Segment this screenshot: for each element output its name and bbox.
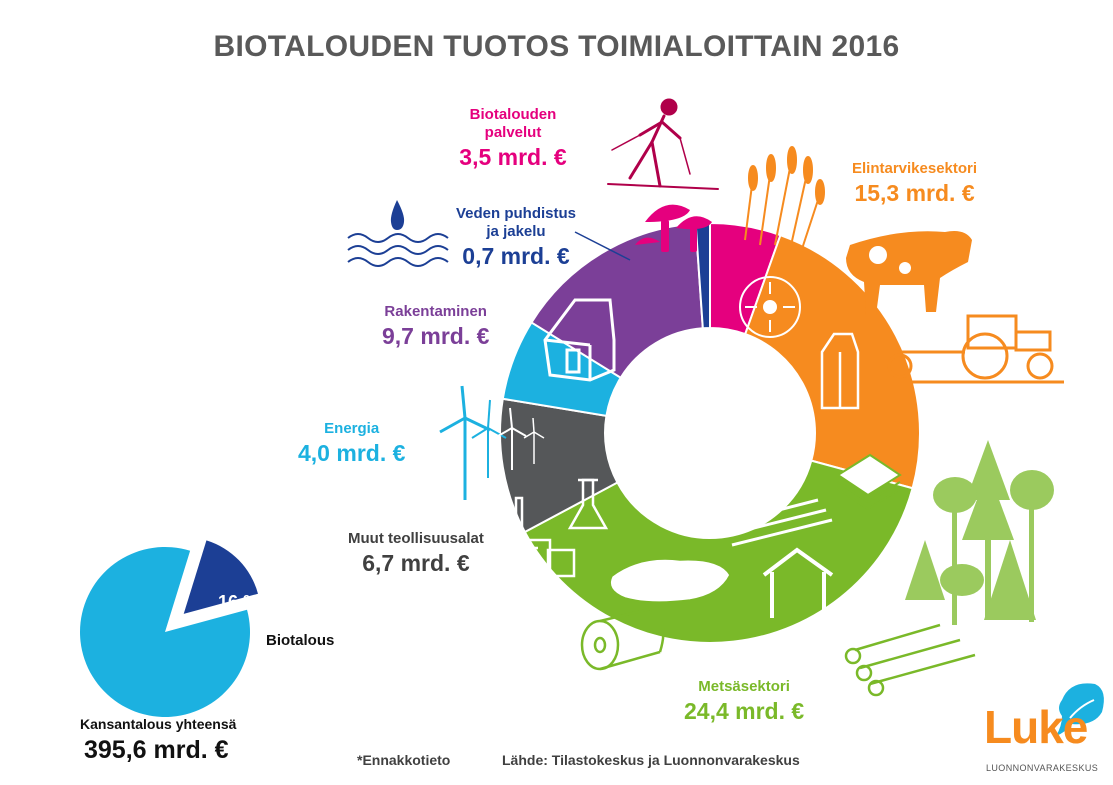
label-muut-teollisuusalat: Muut teollisuusalat 6,7 mrd. € — [348, 530, 484, 578]
label-name: Metsäsektori — [698, 678, 790, 695]
label-veden-puhdistus: Veden puhdistus ja jakelu 0,7 mrd. € — [446, 205, 586, 271]
total-label: Kansantalous yhteensä — [80, 716, 237, 732]
paper-roll-icon — [580, 607, 665, 671]
logo-subtitle: LUONNONVARAKESKUS — [986, 763, 1099, 773]
paper-stack-icon — [836, 453, 902, 511]
small-pie-chart — [80, 540, 259, 718]
label-value: 6,7 mrd. € — [362, 550, 470, 576]
label-name: Rakentaminen — [384, 303, 487, 320]
label-value: 3,5 mrd. € — [459, 144, 567, 170]
label-rakentaminen: Rakentaminen 9,7 mrd. € — [382, 303, 489, 351]
label-value: 9,7 mrd. € — [382, 323, 490, 349]
footnote: *Ennakkotieto — [357, 752, 451, 768]
label-value: 0,7 mrd. € — [462, 243, 570, 269]
biotalous-label: Biotalous — [266, 632, 335, 649]
label-name: Elintarvikesektori — [852, 160, 978, 177]
mushroom-icon — [635, 204, 712, 252]
label-name: Biotalouden palvelut — [469, 106, 557, 141]
pie-slice-biotalous — [183, 540, 259, 614]
label-name: Veden puhdistus ja jakelu — [456, 205, 577, 240]
milk-carton-icon — [820, 332, 860, 410]
wind-turbine-icon — [439, 385, 545, 500]
logo-text: Luke — [984, 701, 1088, 753]
label-elintarvikesektori: Elintarvikesektori 15,3 mrd. € — [852, 160, 977, 208]
label-metsasektori: Metsäsektori 24,4 mrd. € — [684, 678, 804, 726]
label-name: Energia — [324, 420, 380, 437]
house-icon — [543, 298, 616, 382]
planks-icon — [719, 498, 833, 547]
bread-icon — [739, 276, 801, 338]
biotalous-percent-label: 16 % — [218, 592, 260, 612]
label-biotalouden-palvelut: Biotalouden palvelut 3,5 mrd. € — [448, 106, 578, 172]
water-drop-icon — [390, 200, 405, 230]
flask-icon — [567, 478, 609, 530]
wheat-icon — [744, 146, 825, 256]
label-name: Muut teollisuusalat — [348, 530, 484, 547]
cow-icon — [846, 231, 972, 315]
waves-icon — [347, 233, 449, 267]
chart-title: BIOTALOUDEN TUOTOS TOIMIALOITTAIN 2016 — [213, 30, 900, 63]
label-energia: Energia 4,0 mrd. € — [298, 420, 405, 468]
label-value: 24,4 mrd. € — [684, 698, 805, 724]
wood-chips-icon — [609, 558, 731, 603]
factory-icon — [510, 496, 576, 578]
trees-icon — [905, 440, 1054, 625]
tractor-icon — [880, 314, 1064, 384]
pie-slice-kansantalous — [80, 547, 251, 718]
leader-line — [574, 231, 631, 261]
total-value: 395,6 mrd. € — [84, 736, 229, 764]
timber-frame-icon — [762, 547, 834, 618]
label-value: 15,3 mrd. € — [854, 180, 975, 206]
logs-icon — [844, 623, 976, 697]
donut-slice-1 — [743, 233, 921, 490]
source-note: Lähde: Tilastokeskus ja Luonnonvarakesku… — [502, 752, 800, 768]
skier-icon — [607, 98, 719, 190]
label-value: 4,0 mrd. € — [298, 440, 406, 466]
